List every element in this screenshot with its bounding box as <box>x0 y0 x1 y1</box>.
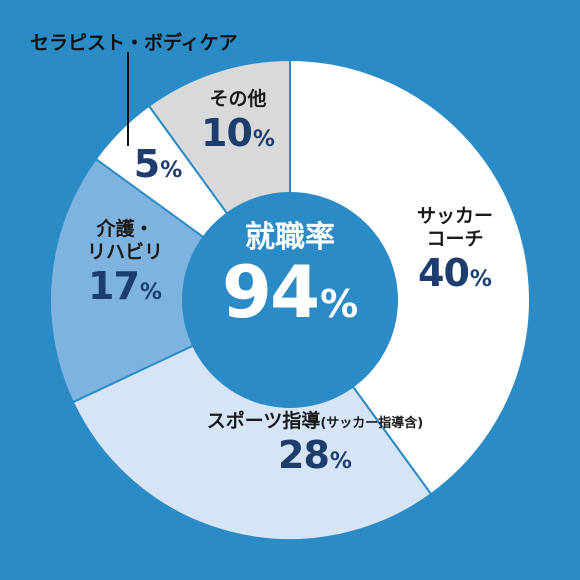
slice-label-soccer-coach: サッカー コーチ 40% <box>395 205 515 296</box>
center-disc <box>182 192 398 408</box>
slice-name-line: リハビリ <box>86 240 163 263</box>
slice-unit: % <box>160 158 183 183</box>
slice-value: 17 <box>88 263 140 308</box>
slice-name-line: コーチ <box>426 227 484 250</box>
donut-slice-sports-coaching <box>71 298 433 541</box>
slice-name-line: サッカー <box>416 205 493 227</box>
center-unit: % <box>320 282 359 326</box>
slice-value: 28 <box>278 432 330 477</box>
donut-slice-soccer-coach <box>289 58 531 496</box>
slice-value: 40 <box>418 250 470 295</box>
donut-slices <box>49 58 531 541</box>
donut-slice-care-rehab <box>49 157 292 404</box>
slice-name-note: (サッカー指導含) <box>320 416 424 431</box>
slice-name-line: スポーツ指導 <box>206 410 321 432</box>
slice-name-row: スポーツ指導(サッカー指導含) <box>170 410 460 433</box>
slice-name-line: その他 <box>209 88 267 110</box>
slice-unit: % <box>329 448 352 474</box>
center-value: 94 <box>221 250 320 334</box>
center-title: 就職率 <box>245 220 335 255</box>
slice-label-sports-coaching: スポーツ指導(サッカー指導含) 28% <box>170 410 460 478</box>
slice-unit: % <box>139 279 162 305</box>
slice-unit: % <box>469 266 492 292</box>
slice-label-other: その他 10% <box>188 88 288 156</box>
center-label: 就職率 94% <box>185 190 395 350</box>
slice-name-line: 介護・ <box>96 218 154 240</box>
slice-label-therapist: 5% <box>128 142 188 188</box>
slice-value: 10 <box>201 110 253 155</box>
slice-value: 5 <box>133 142 160 186</box>
slice-label-care-rehab: 介護・ リハビリ 17% <box>70 218 180 309</box>
slice-unit: % <box>252 126 275 152</box>
callout-label-therapist: セラピスト・ボディケア <box>30 32 238 54</box>
